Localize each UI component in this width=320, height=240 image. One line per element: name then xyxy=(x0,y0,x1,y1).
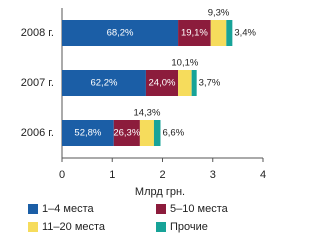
legend-label: 11–20 места xyxy=(42,221,106,233)
bar-segment xyxy=(226,20,233,46)
legend-swatch xyxy=(156,204,166,214)
segment-label: 3,4% xyxy=(234,28,256,39)
segment-label: 68,2% xyxy=(107,28,134,39)
chart: Млрд грн. 0 1 2 3 4 2008 г. 68,2% 19,1%9,3% 3,4%… xyxy=(21,8,266,233)
legend-swatch xyxy=(156,222,166,232)
y-tick-label: 2006 г. xyxy=(21,127,54,139)
bar-segment xyxy=(178,70,192,96)
x-tick-label: 3 xyxy=(210,169,216,181)
bar-segment xyxy=(62,20,179,46)
legend-label: 1–4 места xyxy=(42,203,95,215)
x-tick-label: 2 xyxy=(159,169,165,181)
segment-label: 6,6% xyxy=(162,128,184,139)
legend-label: 5–10 места xyxy=(170,203,229,215)
bar-segment xyxy=(145,70,179,96)
y-tick-label: 2008 г. xyxy=(21,27,54,39)
bar-segment xyxy=(139,120,154,146)
legend-swatch xyxy=(28,222,38,232)
bar-segment xyxy=(210,20,227,46)
segment-label: 19,1% xyxy=(181,28,208,39)
bar-segment xyxy=(62,120,114,146)
bar-segment xyxy=(113,120,140,146)
segment-label: 14,3% xyxy=(133,108,160,119)
legend-label: Прочие xyxy=(170,221,208,233)
bar-segment xyxy=(178,20,211,46)
segment-label: 26,3% xyxy=(113,128,140,139)
segment-label: 10,1% xyxy=(171,58,198,69)
x-tick-label: 4 xyxy=(260,169,266,181)
segment-label: 52,8% xyxy=(74,128,101,139)
bar-segment xyxy=(153,120,161,146)
bar-segment xyxy=(62,70,146,96)
x-axis-label: Млрд грн. xyxy=(135,186,185,198)
segment-label: 9,3% xyxy=(208,8,230,19)
legend-swatch xyxy=(28,204,38,214)
bar-segment xyxy=(191,70,197,96)
x-tick-label: 0 xyxy=(59,169,65,181)
x-tick-label: 1 xyxy=(109,169,115,181)
segment-label: 24,0% xyxy=(149,78,176,89)
y-tick-label: 2007 г. xyxy=(21,77,54,89)
segment-label: 62,2% xyxy=(90,78,117,89)
segment-label: 3,7% xyxy=(199,78,221,89)
